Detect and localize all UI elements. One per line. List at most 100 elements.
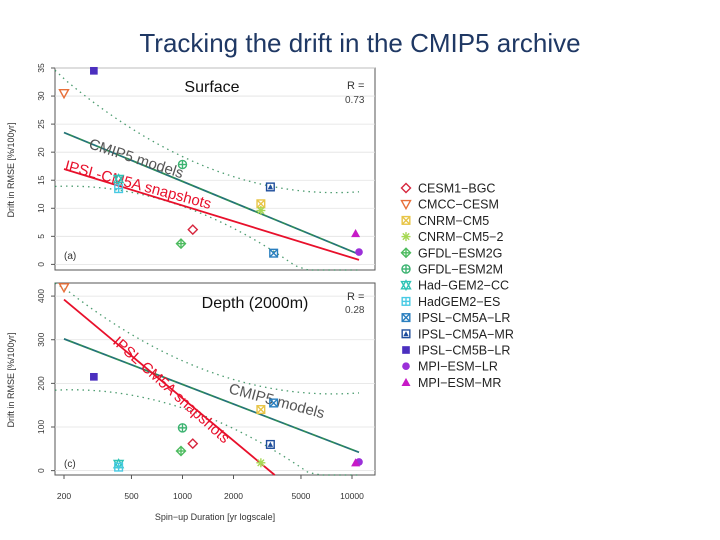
depth-gridlines bbox=[55, 295, 375, 472]
legend-entry: Had−GEM2−CC bbox=[400, 279, 509, 293]
depth-r-value: 0.28 bbox=[345, 305, 365, 316]
surface-panel: CMIP5 models IPSL-CM5A snapshots 0 5 10 15 2… bbox=[6, 63, 376, 271]
data-point bbox=[175, 238, 187, 250]
legend-marker bbox=[402, 362, 410, 371]
legend-marker bbox=[402, 346, 410, 354]
legend-marker bbox=[401, 296, 411, 306]
legend-marker bbox=[401, 377, 411, 386]
x-tick-label: 200 bbox=[57, 491, 71, 501]
legend-entry: IPSL−CM5A−MR bbox=[401, 327, 514, 341]
y-tick-label: 15 bbox=[36, 175, 46, 185]
legend-entry: CMCC−CESM bbox=[400, 198, 499, 212]
depth-cmip5-models-annotation: CMIP5 models bbox=[227, 380, 326, 422]
ipsl-snapshot-fit-line bbox=[63, 298, 276, 476]
y-tick-label: 30 bbox=[36, 91, 46, 101]
data-point bbox=[114, 184, 124, 194]
depth-fit-lines bbox=[63, 298, 360, 476]
surface-confidence-band bbox=[54, 69, 360, 271]
surface-gridlines bbox=[55, 67, 375, 265]
depth-plot-frame bbox=[54, 282, 376, 476]
data-point bbox=[351, 229, 361, 238]
ipsl-snapshot-fit-line bbox=[63, 168, 360, 261]
y-tick-label: 20 bbox=[36, 147, 46, 157]
depth-panel-title: Depth (2000m) bbox=[202, 295, 309, 312]
surface-data-points bbox=[58, 66, 363, 258]
legend: CESM1−BGC CMCC−CESM CNRM−CM5 CNRM−CM5−2 GFDL… bbox=[400, 182, 514, 390]
legend-label: CNRM−CM5−2 bbox=[418, 230, 503, 244]
data-point bbox=[265, 439, 275, 449]
slide-title: Tracking the drift in the CMIP5 archive bbox=[139, 28, 581, 58]
data-point bbox=[114, 462, 124, 472]
y-tick-label: 5 bbox=[36, 234, 46, 239]
y-tick-label: 25 bbox=[36, 119, 46, 129]
legend-label: IPSL−CM5A−LR bbox=[418, 311, 510, 325]
surface-y-ticks: 0 5 10 15 20 25 30 35 bbox=[36, 63, 55, 267]
data-point bbox=[58, 283, 70, 294]
data-point bbox=[187, 224, 199, 236]
y-tick-label: 100 bbox=[36, 420, 46, 434]
legend-marker bbox=[400, 182, 412, 194]
y-tick-label: 300 bbox=[36, 332, 46, 346]
data-point bbox=[269, 398, 279, 408]
depth-confidence-band bbox=[54, 282, 360, 476]
data-point bbox=[177, 423, 188, 433]
legend-label: CNRM−CM5 bbox=[418, 214, 489, 228]
legend-entry: HadGEM2−ES bbox=[401, 295, 500, 309]
y-tick-label: 0 bbox=[36, 262, 46, 267]
data-point bbox=[355, 248, 363, 256]
data-point bbox=[112, 173, 125, 186]
data-point bbox=[175, 445, 187, 457]
legend-label: IPSL−CM5B−LR bbox=[418, 344, 510, 358]
data-point bbox=[90, 372, 98, 381]
y-tick-label: 200 bbox=[36, 376, 46, 390]
legend-label: HadGEM2−ES bbox=[418, 295, 500, 309]
legend-marker bbox=[401, 232, 411, 242]
legend-entry: CNRM−CM5−2 bbox=[401, 230, 503, 244]
confidence-upper bbox=[54, 282, 360, 395]
data-point bbox=[256, 206, 266, 216]
surface-y-axis-label: Drift in RMSE [%/100yr] bbox=[6, 122, 16, 217]
legend-marker bbox=[401, 264, 411, 274]
surface-r-label: R = bbox=[347, 80, 364, 92]
cmip5-fit-dashed-line bbox=[63, 338, 360, 453]
legend-label: GFDL−ESM2G bbox=[418, 246, 502, 260]
surface-fit-lines bbox=[63, 131, 360, 261]
legend-label: CMCC−CESM bbox=[418, 198, 499, 212]
legend-label: GFDL−ESM2M bbox=[418, 263, 503, 277]
confidence-lower bbox=[54, 389, 360, 476]
legend-entry: GFDL−ESM2G bbox=[400, 246, 502, 260]
y-tick-label: 400 bbox=[36, 289, 46, 303]
data-point bbox=[90, 66, 98, 75]
data-point bbox=[265, 182, 275, 192]
y-tick-label: 10 bbox=[36, 203, 46, 213]
depth-data-points bbox=[58, 283, 363, 472]
confidence-lower bbox=[54, 185, 360, 271]
data-point bbox=[187, 438, 199, 450]
legend-marker bbox=[401, 215, 411, 225]
x-tick-label: 10000 bbox=[340, 491, 364, 501]
data-point bbox=[256, 458, 266, 468]
legend-marker bbox=[400, 279, 412, 292]
legend-entry: IPSL−CM5A−LR bbox=[401, 311, 510, 325]
legend-label: CESM1−BGC bbox=[418, 182, 495, 196]
data-point bbox=[351, 458, 361, 467]
data-point bbox=[177, 159, 188, 170]
legend-entry: MPI−ESM−LR bbox=[402, 360, 498, 374]
x-tick-label: 1000 bbox=[173, 491, 192, 501]
x-tick-label: 2000 bbox=[224, 491, 243, 501]
y-tick-label: 0 bbox=[36, 468, 46, 473]
surface-annotations: CMIP5 models IPSL-CM5A snapshots bbox=[63, 136, 213, 213]
depth-r-label: R = bbox=[347, 291, 364, 303]
legend-label: IPSL−CM5A−MR bbox=[418, 327, 514, 341]
legend-marker bbox=[400, 199, 412, 211]
depth-annotations: IPSL-CM5A snapshots CMIP5 models bbox=[109, 333, 326, 447]
surface-panel-label: (a) bbox=[64, 251, 76, 262]
data-point bbox=[269, 248, 279, 258]
depth-x-ticks: 200 500 1000 2000 5000 10000 bbox=[57, 475, 364, 501]
data-point bbox=[58, 88, 70, 100]
legend-entry: CESM1−BGC bbox=[400, 182, 495, 196]
data-point bbox=[256, 405, 266, 415]
legend-entry: CNRM−CM5 bbox=[401, 214, 489, 228]
x-tick-label: 5000 bbox=[292, 491, 311, 501]
legend-marker bbox=[401, 329, 411, 339]
